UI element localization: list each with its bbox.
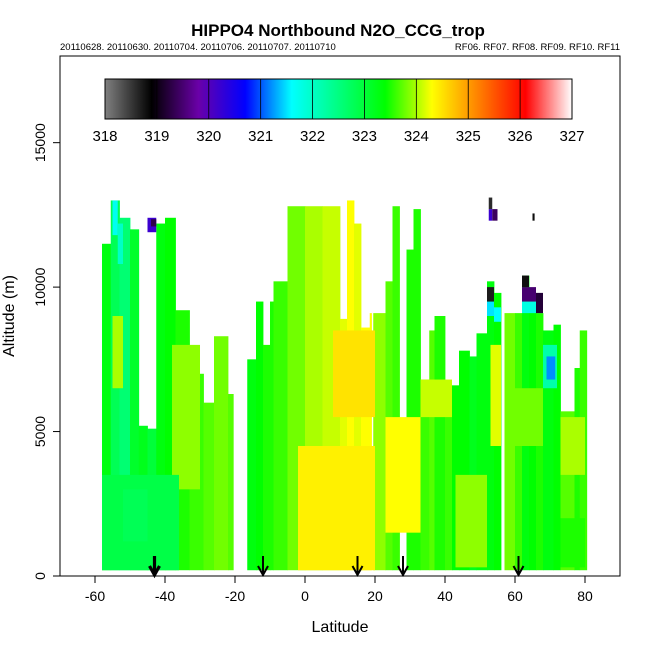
data-cell (488, 209, 493, 221)
x-tick-label: 20 (367, 588, 383, 604)
x-axis-label: Latitude (312, 619, 369, 636)
data-column (102, 243, 112, 571)
data-column (119, 217, 131, 571)
profile-arrow (257, 556, 269, 578)
data-cell (488, 197, 493, 210)
data-column (413, 209, 421, 571)
y-tick-label: 15000 (32, 123, 48, 162)
data-column (553, 324, 561, 571)
colorbar-tick-label: 323 (352, 128, 377, 145)
chart-title: HIPPO4 Northbound N2O_CCG_trop (191, 21, 485, 40)
data-column (256, 301, 264, 571)
profile-arrow (148, 556, 161, 579)
data-column (214, 336, 229, 571)
data-cell (492, 209, 498, 221)
x-tick-label: 40 (437, 588, 453, 604)
data-column (130, 229, 140, 571)
data-cell (151, 219, 157, 227)
data-cell (522, 301, 536, 314)
x-tick-label: -20 (225, 588, 245, 604)
data-cell (487, 287, 494, 302)
colorbar-tick-label: 319 (144, 128, 169, 145)
data-cell (298, 446, 375, 571)
colorbar-tick-label: 325 (456, 128, 481, 145)
data-cell (112, 200, 118, 236)
y-tick-label: 10000 (32, 267, 48, 306)
data-column (228, 394, 234, 571)
colorbar: 318 319 320 321 322 323 324 325 326 327 (92, 78, 585, 145)
y-axis-label: Altitude (m) (1, 275, 18, 357)
data-cell (112, 316, 123, 389)
data-column (469, 356, 477, 571)
data-cell (172, 344, 200, 490)
data-column (392, 206, 400, 571)
data-cell (117, 223, 123, 264)
data-cell (515, 388, 543, 446)
data-column (340, 318, 348, 571)
data-column (263, 344, 271, 571)
data-column (420, 379, 430, 571)
data-column (476, 333, 488, 571)
data-cell (494, 307, 501, 322)
plot-frame (59, 55, 621, 577)
data-column (543, 330, 554, 571)
x-tick-label: -40 (155, 588, 175, 604)
profile-arrow (351, 556, 364, 578)
data-column (434, 316, 446, 571)
data-column (373, 313, 386, 571)
profile-arrows (148, 556, 525, 579)
data-cell (522, 287, 536, 302)
y-tick-label: 5000 (32, 416, 48, 447)
chart-subtitle-flights: RF06. RF07. RF08. RF09. RF10. RF11 (455, 42, 620, 53)
data-cell (522, 275, 529, 288)
data-cell (560, 417, 585, 475)
data-column (156, 223, 166, 571)
data-column (273, 281, 288, 571)
colorbar-tick-label: 324 (404, 128, 429, 145)
data-column (369, 313, 372, 571)
data-column (459, 350, 470, 571)
colorbar-ticks: 318 319 320 321 322 323 324 325 326 327 (92, 79, 585, 145)
data-cell (536, 292, 543, 314)
data-cell (333, 330, 375, 418)
colorbar-tick-label: 322 (300, 128, 325, 145)
chart-subtitle-dates: 20110628. 20110630. 20110704. 20110706. … (60, 42, 336, 53)
data-cell (385, 417, 421, 533)
data-column (247, 359, 257, 571)
data-column (504, 313, 516, 571)
data-cell (455, 474, 487, 568)
data-cell (490, 344, 501, 446)
x-tick-label: -60 (85, 588, 105, 604)
profile-arrow (397, 556, 409, 578)
profile-arrow (512, 556, 525, 578)
colorbar-tick-label: 318 (92, 128, 117, 145)
colorbar-tick-label: 326 (508, 128, 533, 145)
colorbar-fill (104, 78, 573, 120)
data-column (165, 217, 176, 571)
data-cell (420, 379, 452, 418)
data-column (445, 402, 453, 571)
data-cell (532, 213, 535, 221)
data-cell (546, 356, 556, 380)
data-column (270, 301, 274, 571)
data-layer (102, 197, 588, 571)
data-column (203, 402, 215, 571)
y-tick-label: 0 (32, 572, 48, 580)
data-cell (487, 301, 494, 316)
x-axis: -60 -40 -20 0 20 40 60 80 (85, 576, 593, 604)
colorbar-tick-label: 321 (248, 128, 273, 145)
x-tick-label: 0 (301, 588, 309, 604)
data-column (406, 249, 414, 571)
colorbar-tick-label: 320 (196, 128, 221, 145)
data-cell (123, 489, 148, 542)
x-tick-label: 80 (577, 588, 593, 604)
y-axis: 0 5000 10000 15000 (32, 123, 60, 580)
data-cell (560, 518, 585, 568)
data-column (429, 330, 435, 571)
x-tick-label: 60 (507, 588, 523, 604)
colorbar-tick-label: 327 (559, 128, 584, 145)
